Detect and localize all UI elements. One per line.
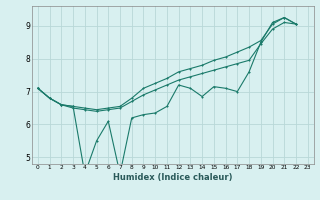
- X-axis label: Humidex (Indice chaleur): Humidex (Indice chaleur): [113, 173, 233, 182]
